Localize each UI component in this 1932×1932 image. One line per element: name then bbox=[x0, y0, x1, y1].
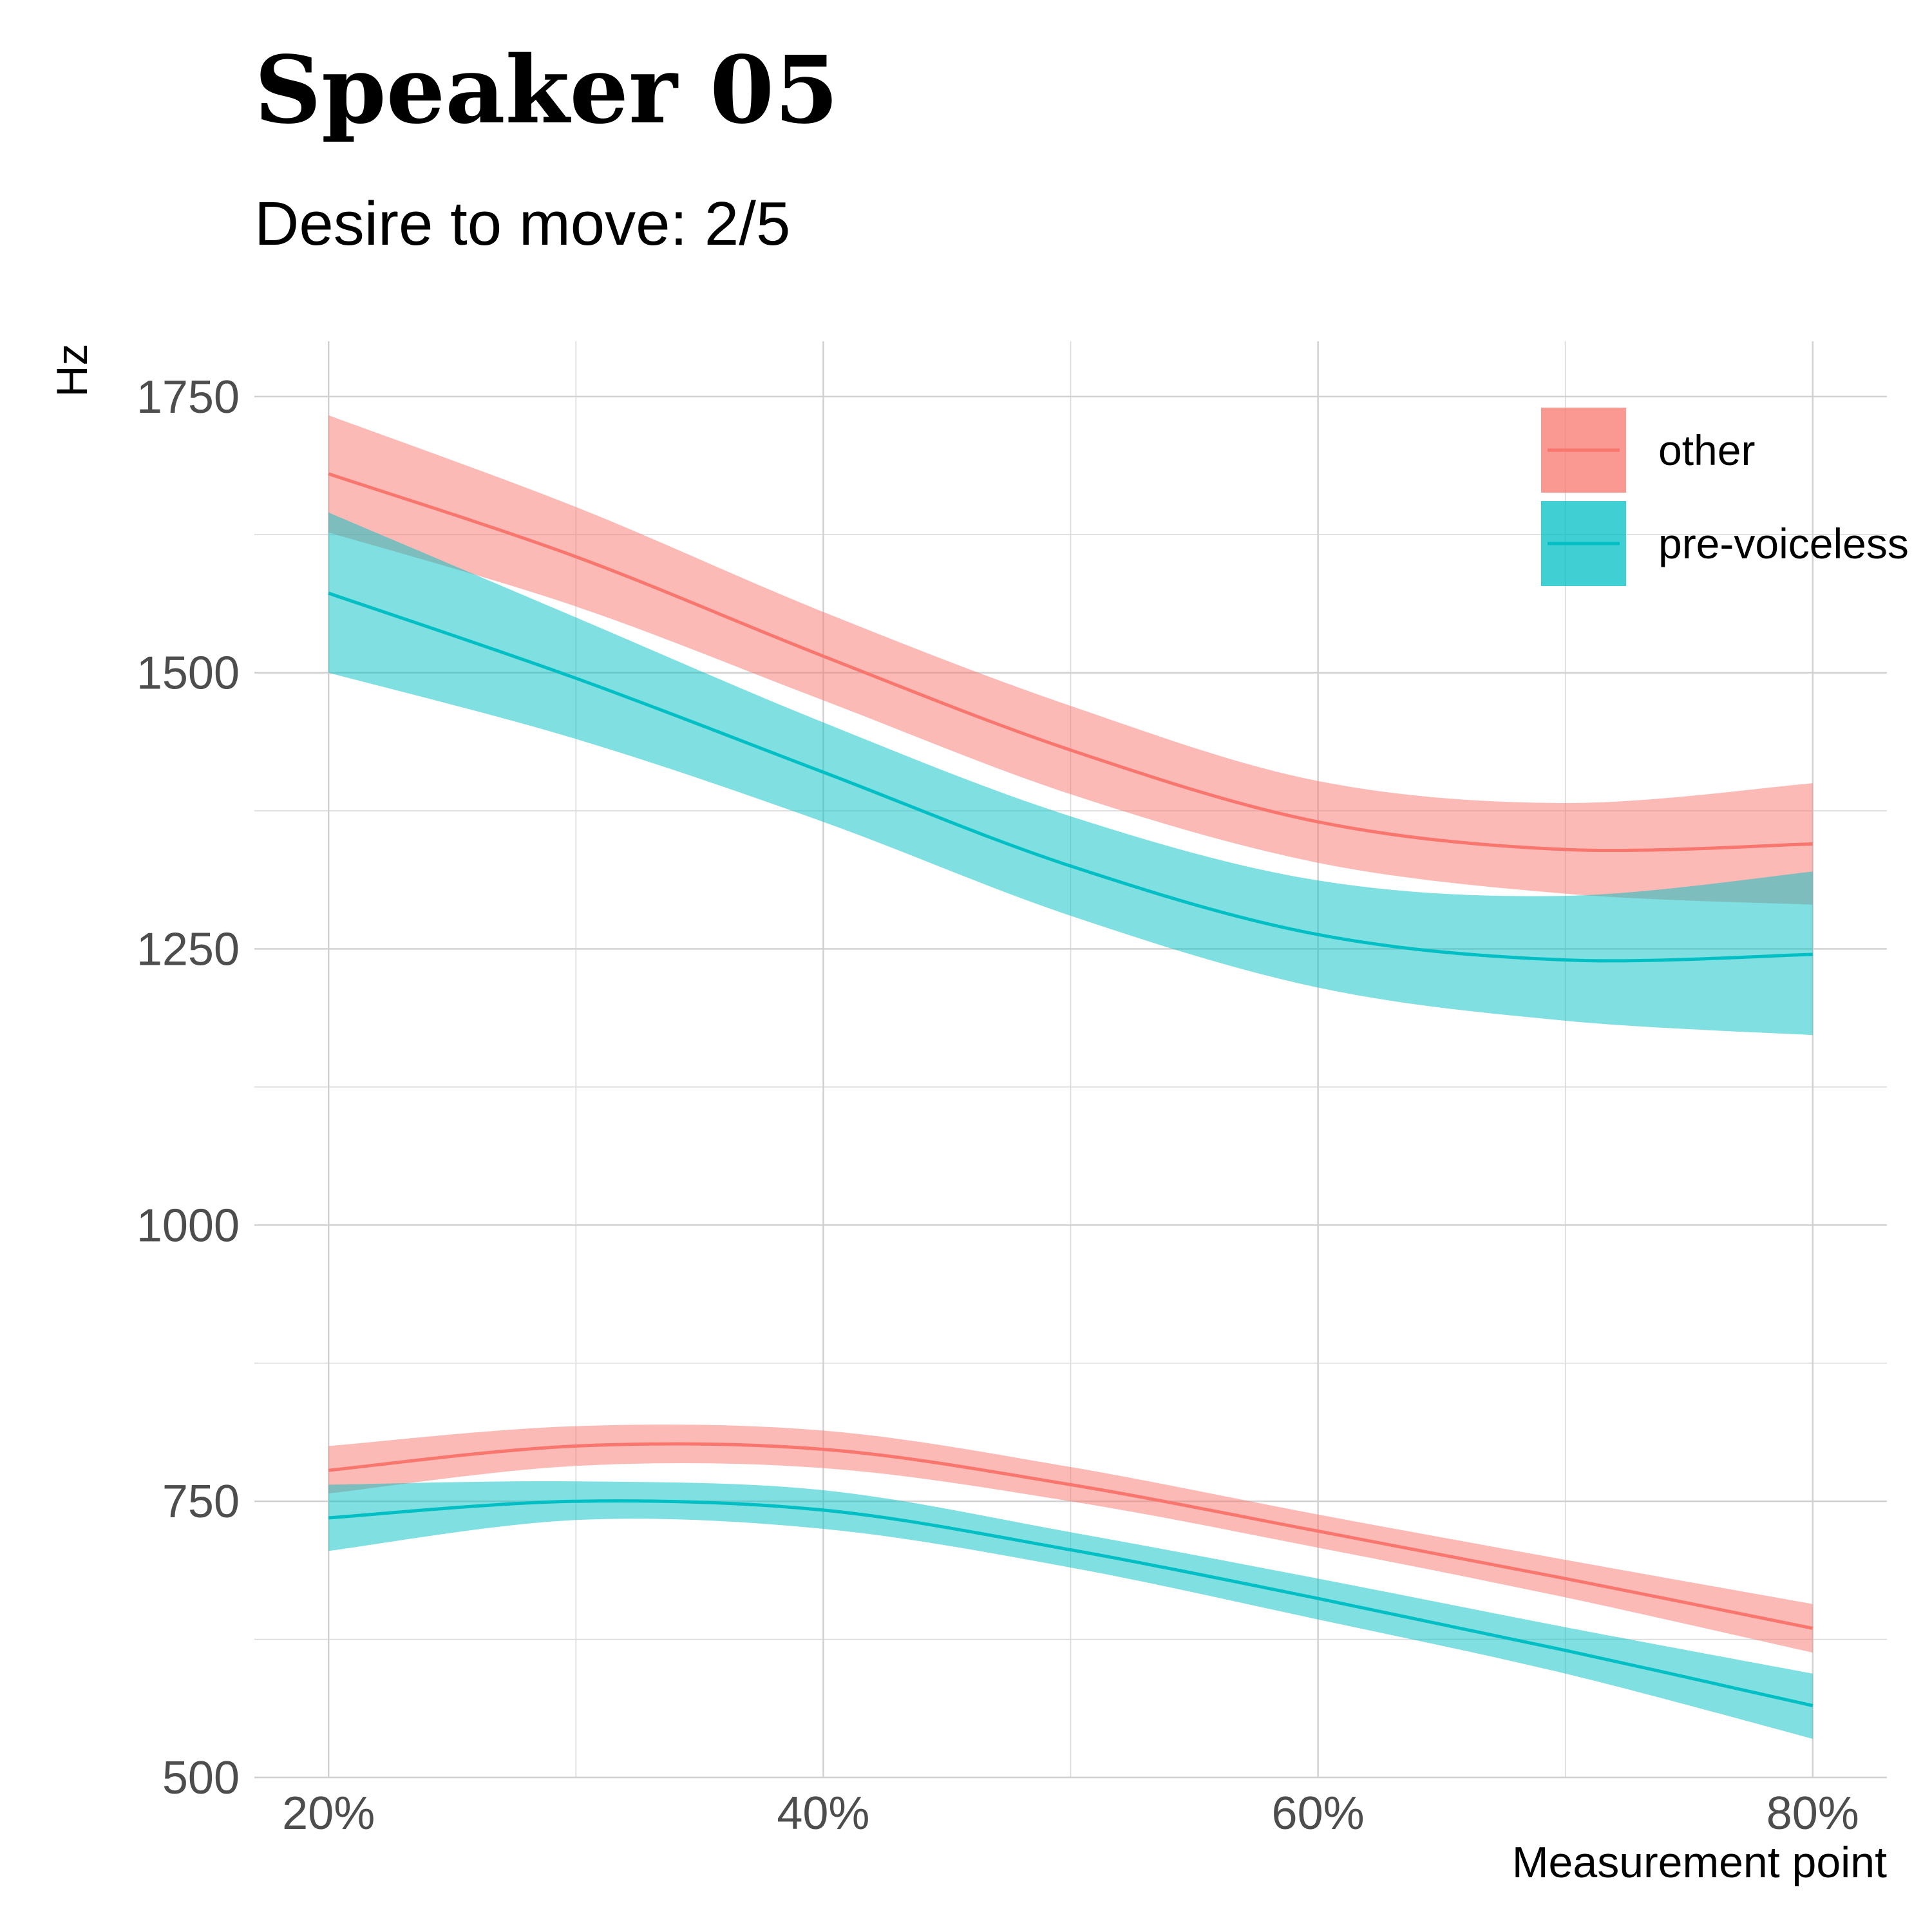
x-tick-label: 20% bbox=[282, 1788, 375, 1839]
x-axis-ticks: 20% 40% 60% 80% bbox=[282, 1788, 1859, 1839]
x-tick-label: 80% bbox=[1766, 1788, 1859, 1839]
x-tick-label: 60% bbox=[1272, 1788, 1365, 1839]
series-line-pre-voiceless-f2 bbox=[328, 591, 1813, 963]
confidence-band-other-f2 bbox=[328, 415, 1813, 905]
confidence-band-pre-voiceless-f2 bbox=[328, 512, 1813, 1036]
y-axis-title: Hz bbox=[48, 343, 97, 397]
y-tick-label: 500 bbox=[162, 1752, 240, 1804]
series-lines bbox=[328, 472, 1814, 1707]
legend: other pre-voiceless bbox=[1541, 408, 1909, 586]
chart-subtitle: Desire to move: 2/5 bbox=[254, 189, 790, 258]
legend-label-other: other bbox=[1658, 426, 1755, 474]
y-tick-label: 750 bbox=[162, 1476, 240, 1528]
series-line-pre-voiceless-f1 bbox=[328, 1499, 1814, 1707]
legend-label-pre-voiceless: pre-voiceless bbox=[1658, 520, 1909, 567]
chart-title: Speaker 05 bbox=[254, 35, 838, 144]
y-tick-label: 1500 bbox=[137, 648, 240, 699]
series-line-other-f2 bbox=[328, 472, 1813, 853]
confidence-band-other-f1 bbox=[328, 1425, 1813, 1653]
y-axis-ticks: 500 750 1000 1250 1500 1750 bbox=[137, 372, 240, 1804]
y-tick-label: 1250 bbox=[137, 923, 240, 975]
series-line-other-f1 bbox=[328, 1442, 1814, 1630]
y-tick-label: 1750 bbox=[137, 372, 240, 423]
y-tick-label: 1000 bbox=[137, 1200, 240, 1251]
legend-item-pre-voiceless: pre-voiceless bbox=[1541, 501, 1909, 586]
x-axis-title: Measurement point bbox=[1512, 1838, 1887, 1887]
legend-item-other: other bbox=[1541, 408, 1755, 493]
x-tick-label: 40% bbox=[777, 1788, 869, 1839]
